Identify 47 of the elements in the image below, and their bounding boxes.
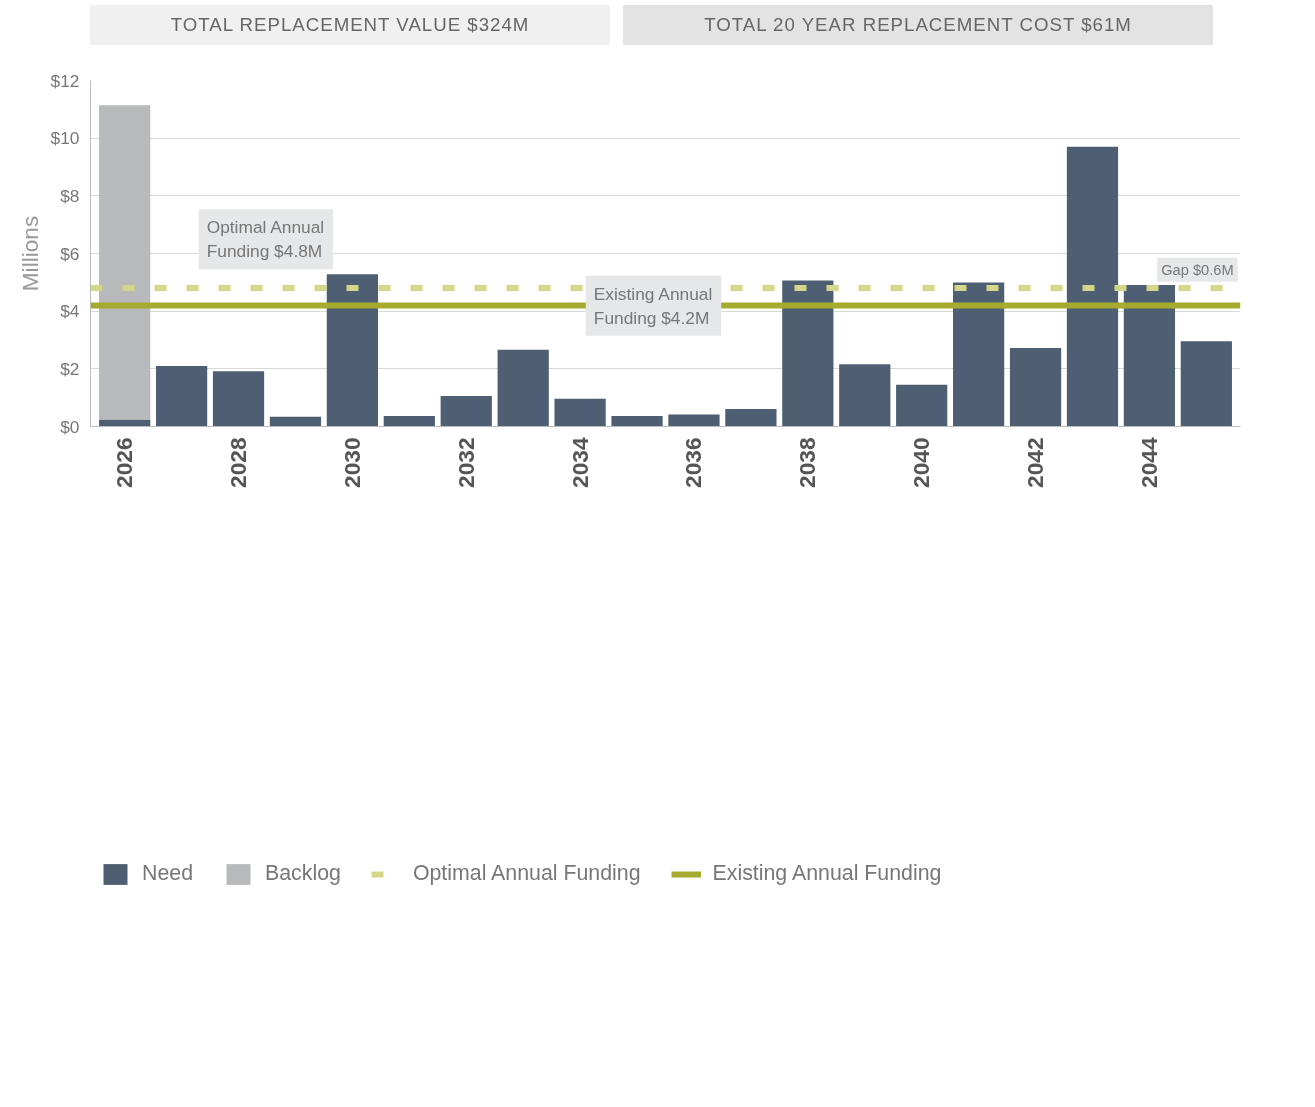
- y-tick-label: $8: [60, 185, 80, 206]
- annotation: Gap $0.6M: [1161, 261, 1234, 278]
- annotation: Optimal Annual Funding $4.8M: [206, 217, 325, 262]
- x-tick-label: 2042: [1022, 437, 1049, 488]
- bar: [1009, 348, 1062, 427]
- text: TOTAL 20 YEAR REPLACEMENT COST $61M: [704, 13, 1132, 37]
- y-tick-label: $12: [50, 70, 80, 91]
- legend-label: Optimal Annual Funding: [412, 861, 641, 886]
- x-tick-label: 2044: [1135, 437, 1162, 488]
- bar: [611, 416, 663, 427]
- bar: [554, 398, 606, 427]
- x-tick-label: 2032: [452, 437, 479, 488]
- bar: [1180, 341, 1232, 427]
- bar: [896, 384, 948, 427]
- bar: [212, 371, 265, 427]
- bar: [1066, 146, 1119, 427]
- bar: [440, 395, 492, 427]
- text: TOTAL REPLACEMENT VALUE $324M: [170, 13, 530, 37]
- y-tick-label: $10: [50, 128, 80, 149]
- bar: [1123, 284, 1176, 427]
- bar: [269, 416, 322, 427]
- bar: [953, 282, 1005, 427]
- y-tick-label: $6: [60, 243, 80, 264]
- x-tick-label: 2036: [680, 437, 707, 488]
- bar: [497, 349, 549, 427]
- annotation: Existing Annual Funding $4.2M: [593, 283, 713, 328]
- y-axis-title: Millions: [16, 215, 43, 292]
- x-tick-label: 2030: [338, 437, 365, 488]
- bar: [383, 416, 435, 427]
- legend-label: Need: [142, 861, 193, 886]
- bar: [99, 105, 151, 420]
- legend-label: Backlog: [265, 861, 341, 886]
- x-tick-label: 2034: [566, 437, 593, 488]
- x-tick-label: 2026: [111, 437, 138, 488]
- bar: [839, 364, 891, 427]
- x-tick-label: 2040: [908, 437, 935, 488]
- bar: [668, 414, 720, 427]
- bar: [782, 280, 834, 427]
- bar: [155, 365, 208, 427]
- y-tick-label: $4: [60, 301, 80, 322]
- x-tick-label: 2028: [225, 437, 252, 488]
- bar: [725, 408, 777, 427]
- x-tick-label: 2038: [794, 437, 821, 488]
- bar: [326, 274, 378, 427]
- y-tick-label: $2: [60, 358, 80, 379]
- y-tick-label: $0: [60, 416, 80, 437]
- legend-label: Existing Annual Funding: [712, 861, 942, 886]
